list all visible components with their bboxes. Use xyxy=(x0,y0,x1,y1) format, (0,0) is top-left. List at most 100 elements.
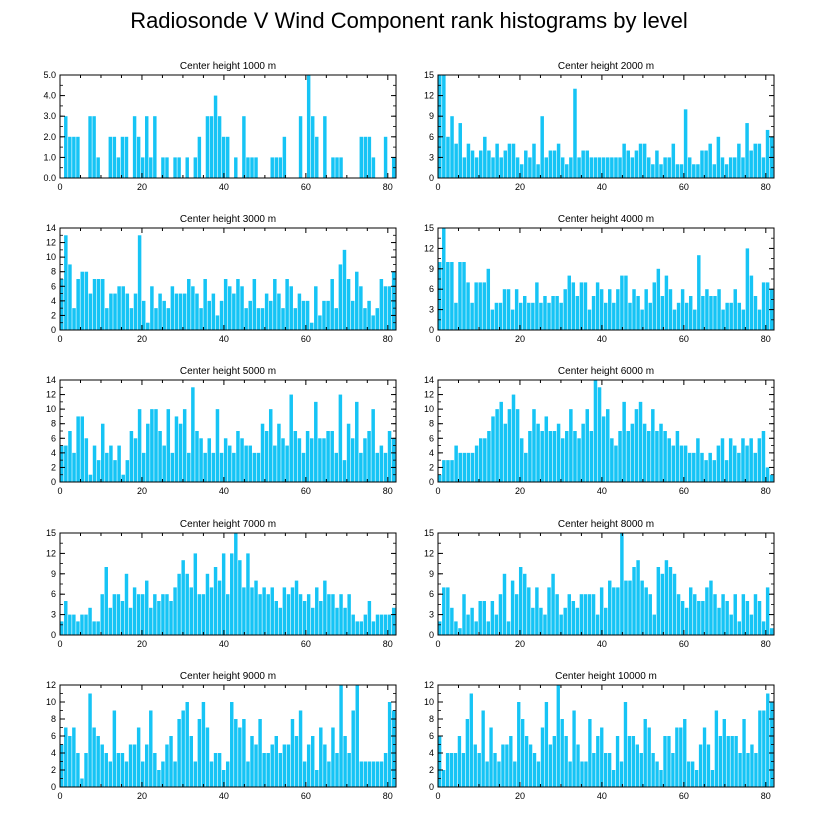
histogram-bar xyxy=(150,409,154,482)
histogram-bar xyxy=(527,587,531,635)
y-tick-label: 14 xyxy=(424,375,434,385)
histogram-bar xyxy=(679,445,684,482)
x-tick-label: 20 xyxy=(137,639,147,649)
histogram-bar xyxy=(741,438,745,482)
histogram-bar xyxy=(104,753,108,787)
histogram-bar xyxy=(647,727,651,787)
histogram-bar xyxy=(548,150,553,178)
x-tick-label: 0 xyxy=(435,334,440,344)
histogram-bar xyxy=(454,621,458,635)
histogram-bar xyxy=(248,445,252,482)
histogram-bar xyxy=(347,594,351,635)
histogram-bar xyxy=(177,157,181,178)
histogram-bar xyxy=(612,587,616,635)
histogram-bar xyxy=(593,380,598,482)
histogram-bar xyxy=(521,719,525,787)
histogram-bar xyxy=(696,438,700,482)
histogram-bar xyxy=(710,770,715,787)
histogram-bar xyxy=(383,136,388,178)
histogram-bar xyxy=(473,744,477,787)
histogram-bar xyxy=(506,289,511,330)
y-tick-label: 4 xyxy=(429,448,434,458)
histogram-panel: Center height 10000 m 0 20 40 60 80 0 2 4 6 8 10 12 xyxy=(424,671,775,801)
histogram-bar xyxy=(644,587,648,635)
histogram-bar xyxy=(92,621,96,635)
histogram-bar xyxy=(367,431,371,482)
histogram-bar xyxy=(750,744,754,787)
x-tick-label: 0 xyxy=(57,791,62,801)
histogram-bar xyxy=(663,157,667,178)
histogram-bar xyxy=(96,736,100,787)
histogram-bar xyxy=(548,431,553,482)
histogram-bar xyxy=(551,296,555,330)
x-tick-label: 80 xyxy=(761,182,771,192)
x-tick-label: 80 xyxy=(383,182,393,192)
histogram-bar xyxy=(252,452,257,482)
histogram-bar xyxy=(60,445,64,482)
histogram-bar xyxy=(535,282,539,330)
y-tick-label: 14 xyxy=(46,223,56,233)
histogram-bar xyxy=(483,136,487,178)
histogram-bar xyxy=(737,143,741,178)
histogram-bar xyxy=(217,753,222,787)
histogram-bar xyxy=(474,282,478,330)
histogram-bar xyxy=(294,580,299,635)
histogram-bar xyxy=(323,580,327,635)
histogram-bar xyxy=(290,587,295,635)
histogram-bar xyxy=(555,296,559,330)
histogram-bar xyxy=(96,157,100,178)
histogram-bar xyxy=(606,409,610,482)
histogram-bar xyxy=(379,445,384,482)
x-tick-label: 40 xyxy=(219,639,229,649)
x-tick-label: 80 xyxy=(761,639,771,649)
histogram-bar xyxy=(225,594,230,635)
x-tick-label: 20 xyxy=(515,486,525,496)
histogram-bar xyxy=(117,445,121,482)
histogram-bar xyxy=(298,594,303,635)
histogram-bar xyxy=(104,567,108,635)
histogram-bar xyxy=(579,282,584,330)
y-tick-label: 0 xyxy=(51,782,56,792)
histogram-bar xyxy=(552,736,556,787)
x-tick-label: 80 xyxy=(383,486,393,496)
histogram-bar xyxy=(254,157,258,178)
histogram-bar xyxy=(347,753,351,787)
histogram-bar xyxy=(334,308,339,330)
y-tick-label: 12 xyxy=(424,91,434,101)
histogram-bar xyxy=(606,157,610,178)
histogram-bar xyxy=(497,761,501,787)
histogram-bar xyxy=(225,761,230,787)
histogram-bar xyxy=(294,736,299,787)
histogram-bar xyxy=(581,423,585,482)
histogram-bar xyxy=(749,150,753,178)
histogram-bar xyxy=(438,474,442,482)
histogram-bar xyxy=(281,308,285,330)
histogram-bar xyxy=(326,431,330,482)
histogram-bar xyxy=(721,309,725,330)
histogram-bar xyxy=(343,607,347,635)
histogram-bar xyxy=(223,438,228,482)
histogram-bar xyxy=(575,607,580,635)
histogram-bar xyxy=(503,150,508,178)
histogram-bar xyxy=(572,710,576,787)
histogram-bar xyxy=(514,594,519,635)
histogram-bar xyxy=(714,710,719,787)
panel-title: Center height 5000 m xyxy=(180,366,276,377)
histogram-bar xyxy=(749,438,753,482)
histogram-bar xyxy=(698,744,703,787)
histogram-bar xyxy=(511,143,516,178)
histogram-bar xyxy=(757,438,762,482)
histogram-bar xyxy=(64,116,68,178)
histogram-bar xyxy=(624,275,628,330)
histogram-bar xyxy=(367,136,372,178)
y-tick-label: 9 xyxy=(429,264,434,274)
histogram-bar xyxy=(121,286,125,330)
histogram-bar xyxy=(162,445,166,482)
histogram-bar xyxy=(189,736,193,787)
histogram-bar xyxy=(371,409,375,482)
histogram-bar xyxy=(724,164,729,178)
histogram-bar xyxy=(137,235,142,330)
x-tick-label: 80 xyxy=(383,639,393,649)
histogram-bar xyxy=(170,452,175,482)
